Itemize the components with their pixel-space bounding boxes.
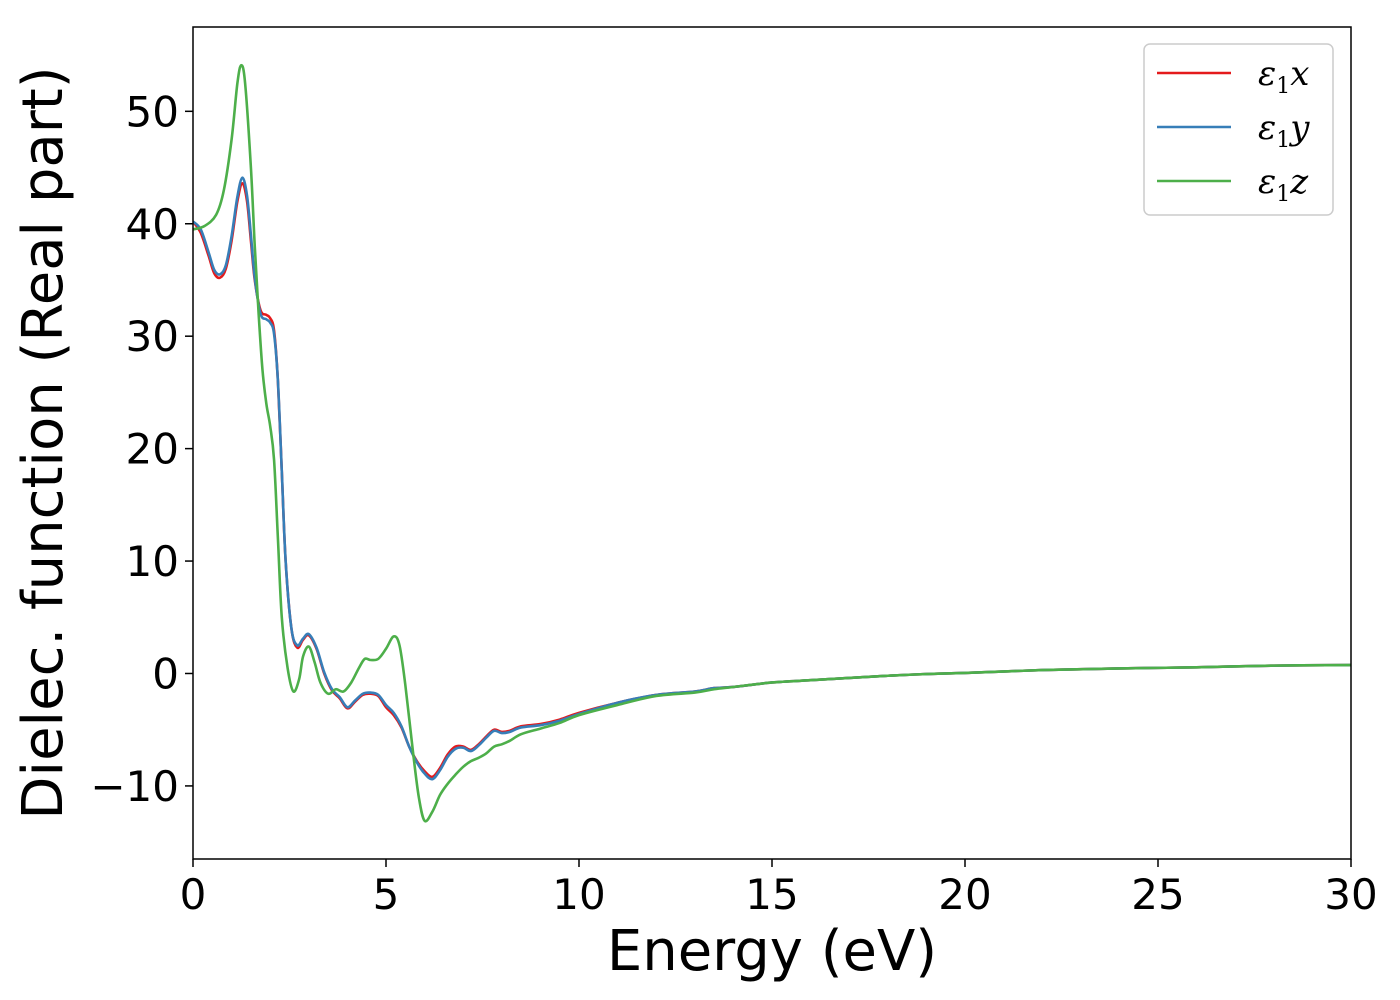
x-tick-label: 30 <box>1324 870 1377 919</box>
x-tick-label: 10 <box>552 870 605 919</box>
y-tick-label: 40 <box>126 200 179 249</box>
series-line-3 <box>193 63 1351 823</box>
x-axis-title: Energy (eV) <box>607 919 937 984</box>
legend-box <box>1143 43 1334 216</box>
y-tick-label: −10 <box>90 762 179 811</box>
legend-entry-label: ε1x <box>1258 54 1309 99</box>
series-layer <box>193 63 1351 823</box>
legend-entry-label: ε1y <box>1258 108 1310 153</box>
legend-entry-label: ε1z <box>1258 162 1309 207</box>
y-tick-label: 30 <box>126 312 179 361</box>
series-line-2 <box>193 176 1351 781</box>
y-axis-ticks: −10 0 10 20 30 40 50 <box>90 87 193 811</box>
series-line-1 <box>193 181 1351 779</box>
x-axis-ticks: 0 5 10 15 20 25 30 <box>180 859 1378 919</box>
y-tick-label: 10 <box>126 537 179 586</box>
y-tick-label: 0 <box>152 649 179 698</box>
y-tick-label: 50 <box>126 87 179 136</box>
x-tick-label: 20 <box>938 870 991 919</box>
x-tick-label: 25 <box>1131 870 1184 919</box>
legend: ε1x ε1y ε1z <box>1143 43 1334 216</box>
y-axis-title: Dielec. function (Real part) <box>11 66 76 819</box>
x-tick-label: 15 <box>745 870 798 919</box>
y-tick-label: 20 <box>126 425 179 474</box>
x-tick-label: 5 <box>373 870 400 919</box>
x-tick-label: 0 <box>180 870 207 919</box>
